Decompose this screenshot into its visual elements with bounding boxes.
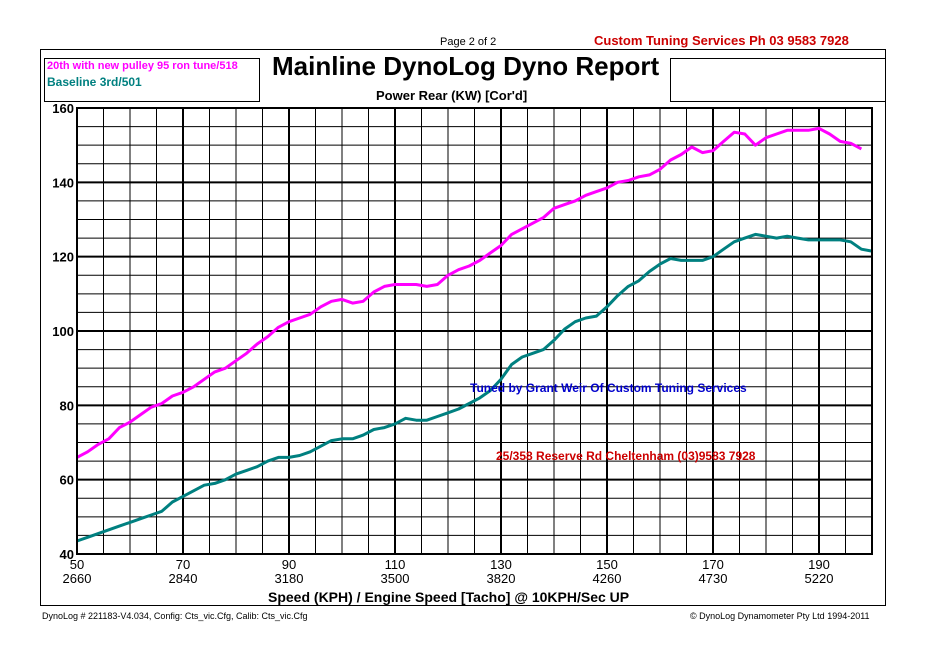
chart-series bbox=[76, 126, 873, 543]
legend-box bbox=[44, 58, 260, 102]
x-tick-rpm-label: 5220 bbox=[805, 571, 834, 586]
footer-config: DynoLog # 221183-V4.034, Config: Cts_vic… bbox=[42, 611, 308, 621]
info-box bbox=[670, 58, 886, 102]
x-tick-label: 190 bbox=[808, 557, 830, 572]
page-frame bbox=[40, 49, 886, 606]
y-tick-label: 60 bbox=[60, 473, 74, 488]
y-tick-label: 140 bbox=[52, 175, 74, 190]
x-tick-rpm-label: 2660 bbox=[63, 571, 92, 586]
report-title: Mainline DynoLog Dyno Report bbox=[272, 51, 660, 81]
tuned-by-annotation: Tuned by Grant Weir Of Custom Tuning Ser… bbox=[470, 381, 747, 395]
page-number: Page 2 of 2 bbox=[440, 36, 497, 48]
x-tick-label: 70 bbox=[176, 557, 190, 572]
legend-entry-series-2: Baseline 3rd/501 bbox=[47, 75, 142, 89]
x-tick-rpm-label: 3820 bbox=[487, 571, 516, 586]
x-tick-label: 170 bbox=[702, 557, 724, 572]
y-tick-label: 80 bbox=[60, 398, 74, 413]
series-line-2 bbox=[76, 232, 873, 543]
x-tick-label: 90 bbox=[282, 557, 296, 572]
x-tick-rpm-label: 4260 bbox=[593, 571, 622, 586]
x-tick-rpm-label: 4730 bbox=[699, 571, 728, 586]
legend-entry-series-1: 20th with new pulley 95 ron tune/518 bbox=[47, 60, 238, 72]
chart-grid bbox=[76, 107, 873, 555]
footer-copyright: © DynoLog Dynamometer Pty Ltd 1994-2011 bbox=[690, 611, 870, 621]
x-tick-rpm-label: 3500 bbox=[381, 571, 410, 586]
plot-title: Power Rear (KW) [Cor'd] bbox=[376, 88, 528, 103]
x-tick-label: 110 bbox=[385, 557, 406, 572]
y-tick-label: 160 bbox=[52, 101, 74, 116]
plot-border bbox=[76, 107, 873, 555]
y-tick-label: 120 bbox=[52, 250, 74, 265]
x-tick-rpm-label: 2840 bbox=[169, 571, 198, 586]
series-line-1 bbox=[76, 126, 863, 459]
x-tick-label: 150 bbox=[596, 557, 618, 572]
y-tick-label: 100 bbox=[52, 324, 74, 339]
company-header: Custom Tuning Services Ph 03 9583 7928 bbox=[594, 33, 849, 48]
x-tick-rpm-label: 3180 bbox=[275, 571, 304, 586]
y-tick-label: 40 bbox=[60, 547, 74, 562]
x-tick-label: 50 bbox=[70, 557, 84, 572]
x-axis-label: Speed (KPH) / Engine Speed [Tacho] @ 10K… bbox=[268, 589, 630, 605]
address-annotation: 25/358 Reserve Rd Cheltenham (03)9583 79… bbox=[496, 449, 756, 463]
x-tick-label: 130 bbox=[490, 557, 512, 572]
